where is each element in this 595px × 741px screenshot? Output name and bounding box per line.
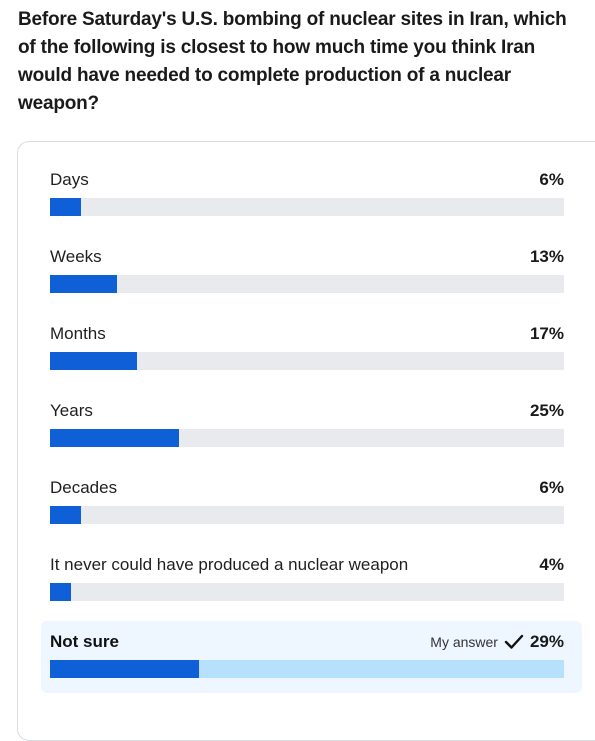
option-label: It never could have produced a nuclear w… xyxy=(50,555,409,574)
my-answer-indicator: My answer 29% xyxy=(430,632,564,652)
option-bar-fill xyxy=(50,352,138,370)
poll-option-decades[interactable]: Decades 6% xyxy=(50,478,564,538)
option-bar-track xyxy=(50,429,564,447)
poll-question: Before Saturday's U.S. bombing of nuclea… xyxy=(18,9,567,114)
selected-option-highlight xyxy=(41,621,582,693)
option-bar-fill xyxy=(50,275,117,293)
option-bar-track xyxy=(50,198,564,216)
poll-option-never[interactable]: It never could have produced a nuclear w… xyxy=(50,555,564,615)
option-label: Weeks xyxy=(50,247,102,266)
option-bar-track xyxy=(50,583,564,601)
check-icon xyxy=(504,634,524,649)
poll-option-months[interactable]: Months 17% xyxy=(50,324,564,384)
option-bar-track xyxy=(50,506,564,524)
poll-option-years[interactable]: Years 25% xyxy=(50,401,564,461)
option-percent: 29% xyxy=(529,632,564,651)
option-label: Years xyxy=(50,401,93,420)
option-bar-fill xyxy=(50,429,179,447)
option-bar-fill xyxy=(50,583,71,601)
option-percent: 6% xyxy=(539,170,564,189)
option-bar-fill xyxy=(50,506,81,524)
option-percent: 13% xyxy=(529,247,564,266)
option-percent: 6% xyxy=(539,478,564,497)
option-label: Days xyxy=(50,170,89,189)
option-percent: 25% xyxy=(529,401,564,420)
option-percent: 4% xyxy=(539,555,564,574)
poll-option-weeks[interactable]: Weeks 13% xyxy=(50,247,564,307)
option-label: Decades xyxy=(50,478,118,497)
option-bar-track xyxy=(50,275,564,293)
poll-option-days[interactable]: Days 6% xyxy=(50,170,564,230)
option-label: Not sure xyxy=(50,632,119,651)
option-bar-fill xyxy=(50,198,81,216)
poll-option-not-sure[interactable]: Not sure My answer 29% xyxy=(50,632,564,692)
my-answer-label: My answer xyxy=(430,634,498,650)
option-bar-track xyxy=(50,660,564,678)
option-bar-track xyxy=(50,352,564,370)
option-label: Months xyxy=(50,324,106,343)
option-bar-fill xyxy=(50,660,200,678)
option-percent: 17% xyxy=(529,324,564,343)
